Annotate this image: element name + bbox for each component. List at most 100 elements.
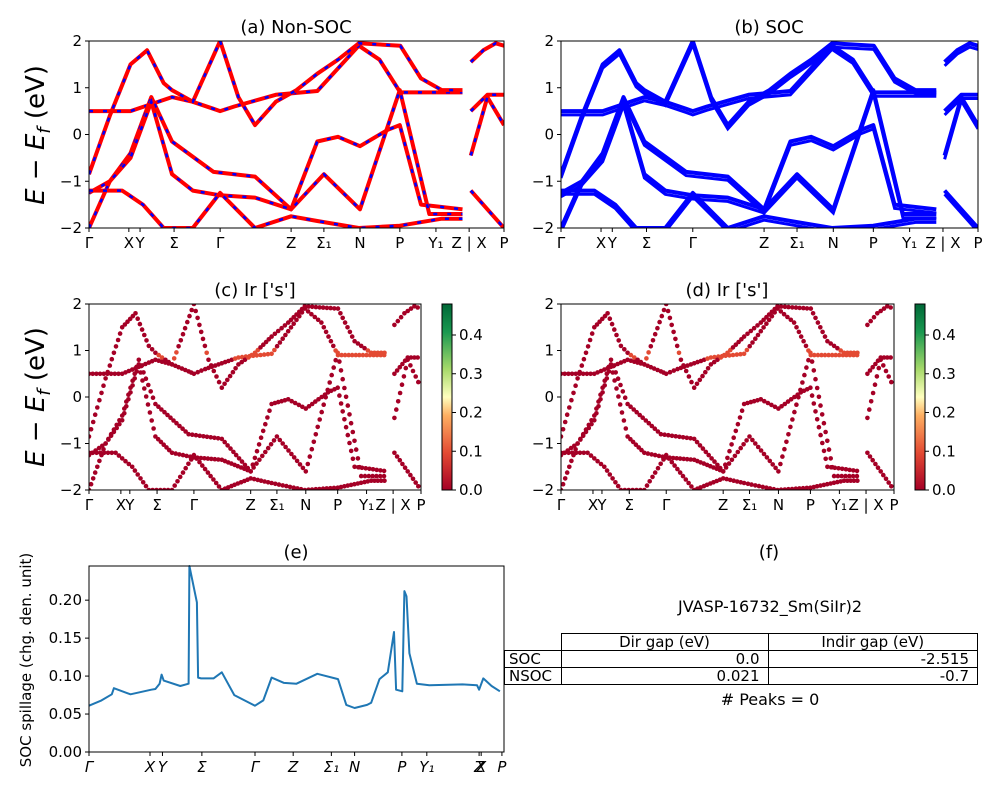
- band-point: [381, 468, 387, 474]
- band-point: [562, 476, 568, 481]
- band-point: [570, 450, 575, 456]
- band-point: [652, 470, 658, 475]
- band-point: [225, 377, 230, 383]
- band-point: [642, 487, 647, 490]
- band-point: [103, 441, 108, 446]
- band-point: [786, 432, 791, 437]
- band-point: [673, 336, 678, 342]
- band-point: [400, 461, 405, 467]
- band-point: [177, 474, 183, 480]
- band-point: [814, 417, 820, 422]
- band-point: [143, 376, 149, 382]
- panel-d-title: (d) Ir ['s']: [686, 280, 769, 301]
- band-point: [151, 426, 156, 431]
- band-point: [256, 442, 262, 447]
- band-point: [180, 426, 185, 432]
- x-tick-label: Γ: [85, 758, 95, 776]
- band-point: [619, 410, 625, 415]
- band-point: [658, 461, 663, 467]
- spillage-line: [88, 565, 501, 709]
- band-point: [567, 405, 572, 410]
- band-point: [286, 448, 291, 453]
- band-line-soc: [690, 41, 937, 128]
- band-point: [644, 483, 650, 488]
- band-point: [269, 351, 274, 357]
- band-point: [367, 466, 372, 472]
- band-point: [147, 410, 153, 415]
- band-point: [878, 308, 883, 314]
- band-point: [309, 304, 315, 310]
- band-point: [745, 331, 750, 337]
- band-point: [410, 368, 416, 374]
- band-point: [392, 371, 397, 377]
- band-point: [202, 466, 208, 472]
- band-point: [273, 481, 278, 487]
- y-tick-label: −2: [60, 481, 82, 499]
- band-point: [606, 369, 612, 374]
- band-point: [189, 307, 194, 313]
- band-point: [819, 412, 825, 417]
- band-point: [727, 448, 732, 454]
- band-point: [886, 480, 891, 485]
- band-point: [143, 394, 149, 399]
- band-point: [881, 363, 886, 368]
- band-point: [773, 465, 778, 471]
- band-point: [680, 473, 686, 479]
- band-point: [801, 305, 806, 311]
- band-point: [105, 369, 110, 375]
- scatter-points: [89, 304, 421, 490]
- band-point: [616, 394, 621, 399]
- x-tick-label: Z | X: [848, 496, 883, 514]
- band-point: [803, 343, 809, 349]
- band-point: [612, 327, 617, 332]
- band-point: [321, 325, 327, 330]
- x-tick-label: Σ₁: [324, 758, 340, 776]
- y-tick-label: 2: [544, 32, 554, 50]
- band-point: [239, 354, 245, 360]
- band-point: [142, 386, 147, 391]
- band-point: [820, 329, 825, 335]
- band-point: [583, 350, 589, 356]
- band-point: [732, 453, 738, 459]
- material-id: JVASP-16732_Sm(SiIr)2: [677, 597, 862, 616]
- band-point: [705, 366, 711, 371]
- band-point: [575, 441, 580, 446]
- band-point: [671, 368, 677, 373]
- band-point: [285, 397, 291, 402]
- band-point: [275, 328, 281, 334]
- band-point: [634, 409, 639, 415]
- band-point: [191, 371, 197, 377]
- band-line-soc-split: [561, 47, 937, 117]
- band-point: [661, 307, 667, 313]
- panel-f-title: (f): [759, 542, 779, 563]
- band-point: [845, 350, 850, 356]
- band-point: [328, 485, 333, 490]
- band-point: [569, 371, 575, 377]
- band-point: [577, 369, 582, 375]
- band-point: [778, 461, 783, 467]
- band-point: [822, 352, 828, 358]
- panel-d-projected-bands: −2 −1 0 1 2 Γ X Y Σ Γ Z Σ₁ N P Y₁ Z | X P: [532, 295, 899, 514]
- band-point: [200, 463, 205, 468]
- panel-e-spillage: 0.000.050.100.150.20Γ X Y Σ Γ Z Σ₁ N P Y₁ ZX P: [49, 565, 507, 776]
- band-point: [313, 304, 319, 310]
- band-point: [124, 404, 129, 409]
- band-point: [333, 357, 339, 363]
- y-tick-label: −2: [532, 481, 554, 499]
- band-point: [604, 376, 610, 381]
- band-point: [776, 406, 781, 411]
- cell-indir-gap: -0.7: [767, 667, 978, 685]
- band-point: [242, 357, 248, 363]
- axes-frame: [560, 40, 979, 229]
- band-point: [408, 363, 413, 368]
- x-tick-label: Γ: [216, 234, 225, 252]
- band-point: [813, 376, 818, 382]
- band-point: [655, 465, 661, 471]
- band-point: [855, 478, 860, 484]
- band-point: [663, 452, 669, 458]
- band-point: [129, 464, 135, 470]
- band-point: [142, 332, 147, 338]
- band-point: [750, 437, 755, 443]
- band-point: [681, 456, 686, 462]
